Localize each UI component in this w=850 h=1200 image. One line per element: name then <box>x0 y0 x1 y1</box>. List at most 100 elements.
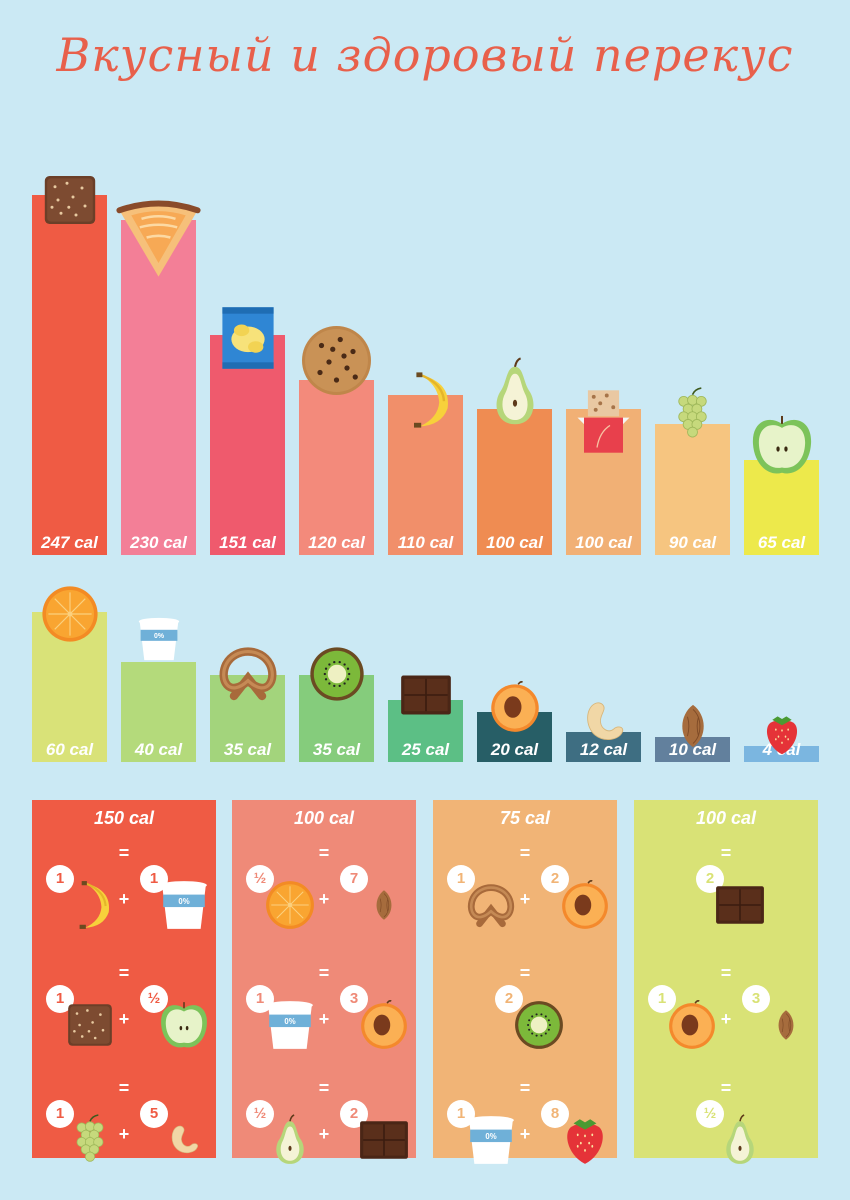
serving-count: 2 <box>495 985 523 1013</box>
pretzel-icon <box>465 879 517 936</box>
kiwi-icon <box>513 999 565 1056</box>
bar-value-label: 25 cal <box>401 740 450 759</box>
bar-value-label: 35 cal <box>312 740 361 759</box>
bar-value-label: 120 cal <box>308 532 365 552</box>
serving-count: 2 <box>541 865 569 893</box>
pear-icon <box>480 357 550 427</box>
granola-bar-icon <box>571 389 636 454</box>
equals-sign: = <box>318 1078 330 1098</box>
green-apple-icon <box>158 999 210 1056</box>
bar-value-label: 110 cal <box>397 532 454 552</box>
bar-pear: 100 cal <box>477 409 552 555</box>
bar-value-label: 100 cal <box>575 532 632 552</box>
pie-slice-icon <box>116 195 201 280</box>
strawberry-icon <box>760 712 804 756</box>
serving-count: 8 <box>541 1100 569 1128</box>
serving-count: ½ <box>140 985 168 1013</box>
equals-sign: = <box>720 1078 732 1098</box>
serving-count: ½ <box>246 1100 274 1128</box>
grapes-icon <box>64 1114 116 1171</box>
plus-sign: + <box>118 1009 130 1029</box>
apricot-icon <box>666 999 718 1056</box>
serving-count: 3 <box>742 985 770 1013</box>
apricot-icon <box>488 680 542 734</box>
bar-value-label: 40 cal <box>134 740 183 759</box>
pear-icon <box>264 1114 316 1171</box>
combo-title: 75 cal <box>499 808 551 828</box>
combo-title: 100 cal <box>293 808 355 828</box>
plus-sign: + <box>318 889 330 909</box>
bar-brownie: 247 cal <box>32 195 107 555</box>
combo-panel: 75 cal = 1 2 + = 2 = 1 0% 8 + <box>433 800 617 1164</box>
yogurt-icon: 0% <box>158 879 210 936</box>
plus-sign: + <box>318 1124 330 1144</box>
brownie-icon <box>64 999 116 1056</box>
bar-value-label: 10 cal <box>668 740 717 759</box>
combo-title: 150 cal <box>93 808 155 828</box>
bar-value-label: 100 cal <box>486 532 543 552</box>
bar-yogurt: 40 cal <box>121 662 196 762</box>
cookie-icon <box>299 323 374 398</box>
orange-icon <box>40 584 100 644</box>
almond-icon <box>368 889 400 926</box>
plus-sign: + <box>519 889 531 909</box>
bar-value-label: 60 cal <box>45 740 94 759</box>
yogurt-icon: 0% <box>264 999 316 1056</box>
plus-sign: + <box>318 1009 330 1029</box>
bar-value-label: 247 cal <box>41 533 98 552</box>
bar-pie-slice: 230 cal <box>121 219 196 555</box>
plus-sign: + <box>118 889 130 909</box>
equals-sign: = <box>519 843 531 863</box>
bar-value-label: 151 cal <box>219 532 276 552</box>
cashew-icon <box>168 1124 200 1161</box>
green-apple-icon <box>749 412 815 478</box>
serving-count: ½ <box>246 865 274 893</box>
serving-count: ½ <box>696 1100 724 1128</box>
chocolate-icon <box>714 879 766 936</box>
yogurt-icon: 0% <box>136 616 182 662</box>
plus-sign: + <box>519 1124 531 1144</box>
strawberry-icon <box>559 1114 611 1171</box>
bar-grapes: 90 cal <box>655 423 730 555</box>
almond-icon <box>770 1009 802 1046</box>
bar-green-apple: 65 cal <box>744 460 819 555</box>
orange-icon <box>264 879 316 936</box>
bar-cookie: 120 cal <box>299 380 374 555</box>
equals-sign: = <box>318 843 330 863</box>
bar-value-label: 230 cal <box>130 532 187 552</box>
equals-sign: = <box>118 843 130 863</box>
equals-sign: = <box>519 963 531 983</box>
apricot-icon <box>358 999 410 1056</box>
pear-icon <box>714 1114 766 1171</box>
bar-value-label: 90 cal <box>668 532 717 552</box>
grapes-icon <box>665 387 720 442</box>
serving-count: 1 <box>447 865 475 893</box>
chips-icon <box>216 306 280 370</box>
equals-sign: = <box>118 1078 130 1098</box>
svg-text:0%: 0% <box>154 633 164 640</box>
combo-panel: 100 cal = ½ 7 + = 1 0% 3 + = ½ 2 + <box>232 800 416 1164</box>
bar-value-label: 65 cal <box>757 532 806 552</box>
svg-text:0%: 0% <box>485 1132 496 1141</box>
combo-panel: 150 cal = 1 1 0% + = 1 ½ + = 1 5 + <box>32 800 216 1162</box>
serving-count: 3 <box>340 985 368 1013</box>
serving-count: 1 <box>46 1100 74 1128</box>
svg-text:0%: 0% <box>284 1017 295 1026</box>
combo-title: 100 cal <box>695 808 757 828</box>
kiwi-icon <box>308 645 366 703</box>
serving-count: 5 <box>140 1100 168 1128</box>
almond-icon <box>670 703 716 749</box>
equals-sign: = <box>118 963 130 983</box>
equals-sign: = <box>318 963 330 983</box>
page-title: Вкусный и здоровый перекус <box>56 28 794 82</box>
equals-sign: = <box>720 963 732 983</box>
chocolate-icon <box>358 1114 410 1171</box>
combo-panel: 100 cal = 2 = 1 3 + = ½ <box>634 800 818 1164</box>
serving-count: 1 <box>46 865 74 893</box>
plus-sign: + <box>720 1009 732 1029</box>
brownie-icon <box>40 170 100 230</box>
cashew-icon <box>582 700 626 744</box>
bar-chips: 151 cal <box>210 334 285 555</box>
pretzel-icon <box>216 641 280 705</box>
banana-icon <box>396 370 456 430</box>
